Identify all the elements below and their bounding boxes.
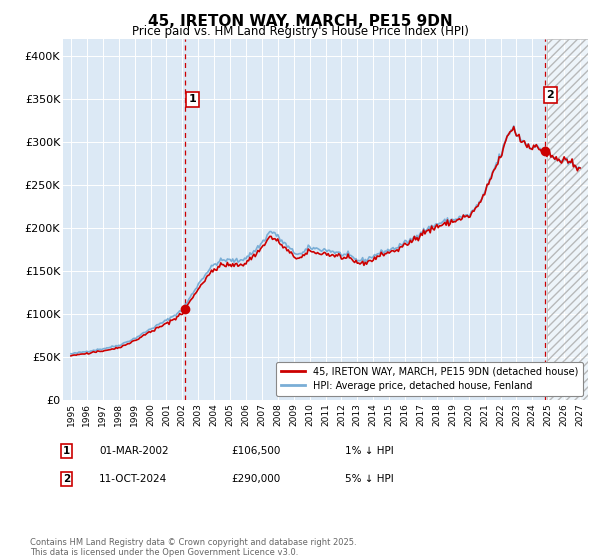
Text: 1: 1 xyxy=(63,446,70,456)
Legend: 45, IRETON WAY, MARCH, PE15 9DN (detached house), HPI: Average price, detached h: 45, IRETON WAY, MARCH, PE15 9DN (detache… xyxy=(276,362,583,395)
Text: 1: 1 xyxy=(188,95,196,104)
Text: 01-MAR-2002: 01-MAR-2002 xyxy=(99,446,169,456)
Text: 5% ↓ HPI: 5% ↓ HPI xyxy=(345,474,394,484)
Text: 1% ↓ HPI: 1% ↓ HPI xyxy=(345,446,394,456)
Text: 2: 2 xyxy=(547,90,554,100)
Text: 11-OCT-2024: 11-OCT-2024 xyxy=(99,474,167,484)
Text: 45, IRETON WAY, MARCH, PE15 9DN: 45, IRETON WAY, MARCH, PE15 9DN xyxy=(148,14,452,29)
Text: £290,000: £290,000 xyxy=(231,474,280,484)
Text: £106,500: £106,500 xyxy=(231,446,280,456)
Text: 2: 2 xyxy=(63,474,70,484)
Text: Contains HM Land Registry data © Crown copyright and database right 2025.
This d: Contains HM Land Registry data © Crown c… xyxy=(30,538,356,557)
Text: Price paid vs. HM Land Registry's House Price Index (HPI): Price paid vs. HM Land Registry's House … xyxy=(131,25,469,38)
